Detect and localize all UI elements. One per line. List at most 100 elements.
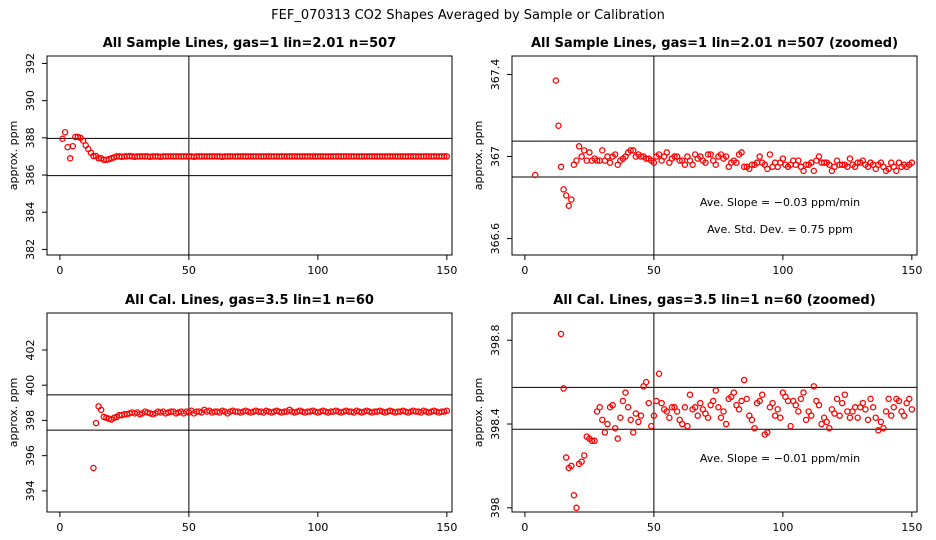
data-point: [599, 147, 606, 154]
data-point: [833, 395, 841, 403]
data-point: [617, 414, 624, 421]
plot-frame: [511, 55, 918, 256]
data-point: [851, 404, 859, 411]
data-point: [562, 454, 570, 461]
data-point: [627, 416, 634, 424]
data-point: [586, 149, 593, 156]
x-tick-label: 50: [647, 521, 661, 534]
x-tick-label: 100: [307, 521, 328, 534]
series-points: [90, 403, 451, 472]
data-point: [637, 412, 645, 419]
data-point: [694, 412, 701, 419]
data-point: [622, 389, 629, 396]
data-point: [818, 420, 825, 428]
data-point: [573, 504, 580, 512]
data-point: [908, 159, 916, 166]
x-tick-label: 50: [182, 521, 196, 534]
data-point: [875, 427, 882, 434]
y-tick-label: 398: [24, 410, 37, 431]
data-point: [733, 159, 740, 166]
data-point: [642, 378, 650, 386]
data-point: [777, 414, 784, 421]
y-tick-label: 398.4: [489, 408, 502, 440]
data-point: [655, 370, 663, 377]
data-point: [771, 412, 779, 419]
data-point: [97, 406, 105, 414]
data-point: [642, 155, 650, 162]
data-point: [531, 171, 539, 179]
data-point: [443, 153, 451, 160]
data-point: [844, 408, 851, 415]
data-point: [908, 406, 916, 413]
data-point: [717, 414, 725, 421]
data-point: [580, 147, 588, 154]
data-point: [673, 408, 681, 415]
data-point: [90, 464, 97, 472]
data-point: [648, 422, 655, 430]
data-point: [629, 147, 637, 154]
data-point: [740, 376, 748, 384]
data-point: [609, 401, 616, 409]
data-point: [764, 429, 771, 436]
data-point: [838, 399, 846, 407]
data-point: [655, 151, 663, 158]
data-point: [64, 143, 71, 151]
data-point: [676, 157, 683, 164]
data-point: [707, 151, 714, 158]
data-point: [635, 418, 642, 426]
data-point: [679, 420, 686, 428]
data-point: [867, 395, 874, 403]
chart-panel-4: All Cal. Lines, gas=3.5 lin=1 n=60 (zoom…: [472, 293, 922, 534]
data-point: [619, 397, 627, 405]
data-point: [715, 404, 722, 411]
panel-title: All Sample Lines, gas=1 lin=2.01 n=507: [103, 36, 397, 51]
data-point: [593, 157, 601, 164]
x-tick-label: 50: [647, 264, 661, 277]
data-point: [565, 202, 573, 210]
data-point: [792, 401, 800, 409]
data-point: [787, 422, 794, 430]
data-point: [826, 424, 833, 432]
data-point: [872, 414, 879, 421]
annotation-text: Ave. Std. Dev. = 0.75 ppm: [707, 223, 853, 236]
data-point: [774, 406, 781, 413]
data-point: [90, 152, 97, 160]
data-point: [709, 397, 717, 405]
data-point: [854, 414, 861, 421]
data-point: [831, 410, 838, 417]
annotation-text: Ave. Slope = −0.03 ppm/min: [700, 196, 860, 209]
y-tick-label: 398.8: [489, 324, 502, 356]
data-point: [611, 424, 619, 432]
panel-title: All Cal. Lines, gas=3.5 lin=1 n=60 (zoom…: [553, 293, 875, 308]
data-point: [702, 159, 709, 166]
x-tick-label: 100: [307, 264, 328, 277]
data-point: [844, 163, 851, 171]
data-point: [826, 161, 833, 168]
panel-title: All Sample Lines, gas=1 lin=2.01 n=507 (…: [531, 36, 898, 51]
y-tick-label: 390: [24, 90, 37, 111]
data-point: [681, 404, 689, 411]
data-point: [624, 404, 632, 411]
data-point: [764, 165, 771, 173]
data-point: [885, 165, 892, 173]
x-tick-label: 150: [901, 521, 922, 534]
data-point: [797, 395, 805, 403]
y-axis-label: approx. ppm: [7, 121, 20, 191]
x-tick-label: 150: [901, 264, 922, 277]
data-point: [802, 416, 810, 424]
series-points: [59, 129, 451, 164]
data-point: [697, 399, 704, 407]
data-point: [691, 404, 699, 411]
data-point: [663, 149, 671, 156]
data-point: [890, 404, 898, 411]
data-point: [704, 414, 712, 421]
data-point: [862, 406, 869, 413]
data-point: [823, 418, 830, 426]
data-point: [895, 397, 903, 405]
data-point: [769, 399, 776, 407]
data-point: [658, 399, 665, 407]
data-point: [61, 129, 69, 136]
data-point: [645, 399, 652, 407]
data-point: [557, 163, 565, 171]
data-point: [689, 161, 696, 168]
